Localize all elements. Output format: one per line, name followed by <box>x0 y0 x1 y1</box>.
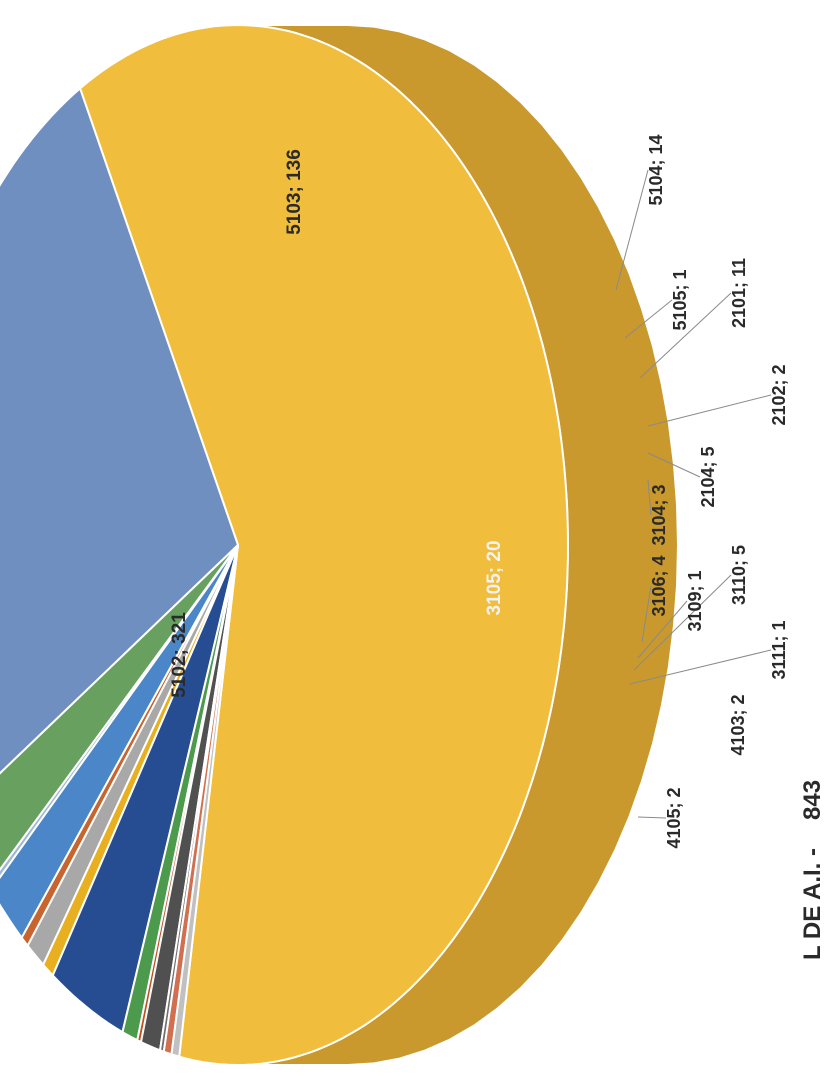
leader-line-4105 <box>637 816 667 819</box>
pie-top <box>0 23 570 1067</box>
slice-label-4103: 4103; 2 <box>728 694 748 755</box>
slice-label-5105: 5105; 1 <box>670 269 690 330</box>
slice-labels: 5102; 321 5103; 136 5104; 14 5105; 1 2101; 1… <box>169 134 789 848</box>
slice-label-3109: 3109; 1 <box>685 570 705 631</box>
leader-line-3109 <box>637 600 688 659</box>
slice-5102 <box>78 23 570 1067</box>
leader-line-2104 <box>647 452 701 478</box>
slice-label-4105: 4105; 2 <box>664 787 684 848</box>
leader-line-2102 <box>647 394 772 427</box>
slice-label-5103: 5103; 136 <box>284 149 305 235</box>
slice-label-2102: 2102; 2 <box>769 364 789 425</box>
slice-label-3104: 3104; 3 <box>649 484 669 545</box>
leader-line-5104 <box>615 169 649 291</box>
slice-2101 <box>0 544 239 940</box>
slice-label-2104: 2104; 5 <box>698 446 718 507</box>
leader-line-3106 <box>641 585 652 643</box>
leader-line-2101 <box>639 292 732 379</box>
leader-line-3111 <box>629 649 772 685</box>
leader-line-3104 <box>647 479 652 516</box>
total-value: 843 <box>799 780 826 820</box>
total-group: L DE A.I. - 843 <box>799 780 826 960</box>
slice-label-5104: 5104; 14 <box>646 134 666 205</box>
slice-label-3106: 3106; 4 <box>649 555 669 616</box>
slice-label-3110: 3110; 5 <box>729 545 749 605</box>
slice-label-5102: 5102; 321 <box>169 612 190 698</box>
slice-4105 <box>170 544 239 1059</box>
leader-line-5105 <box>624 299 673 339</box>
slice-label-3111: 3111; 1 <box>769 620 789 679</box>
slice-3105 <box>51 544 239 1034</box>
slice-label-2101: 2101; 11 <box>729 258 749 328</box>
leader-lines <box>615 169 772 819</box>
slice-label-3105: 3105; 20 <box>484 540 505 615</box>
total-label: L DE A.I. - <box>799 848 826 960</box>
leader-line-3110 <box>633 574 732 671</box>
